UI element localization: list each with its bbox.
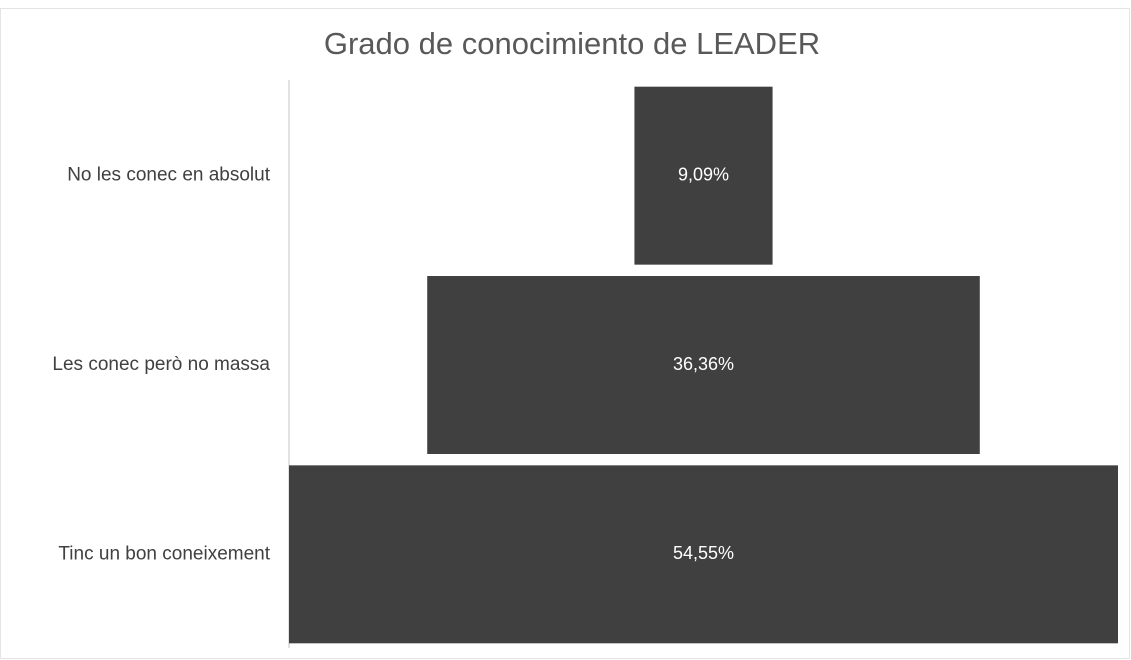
data-label: 36,36% [673,354,734,374]
category-label: Les conec però no massa [52,354,270,375]
data-label: 9,09% [678,164,729,184]
bar [289,465,1118,644]
chart-title: Grado de conocimiento de LEADER [324,26,820,61]
category-label: No les conec en absolut [67,165,271,186]
bar [634,86,773,265]
bar [427,276,980,454]
data-label: 54,55% [673,543,734,563]
category-label: Tinc un bon coneixement [58,543,270,564]
